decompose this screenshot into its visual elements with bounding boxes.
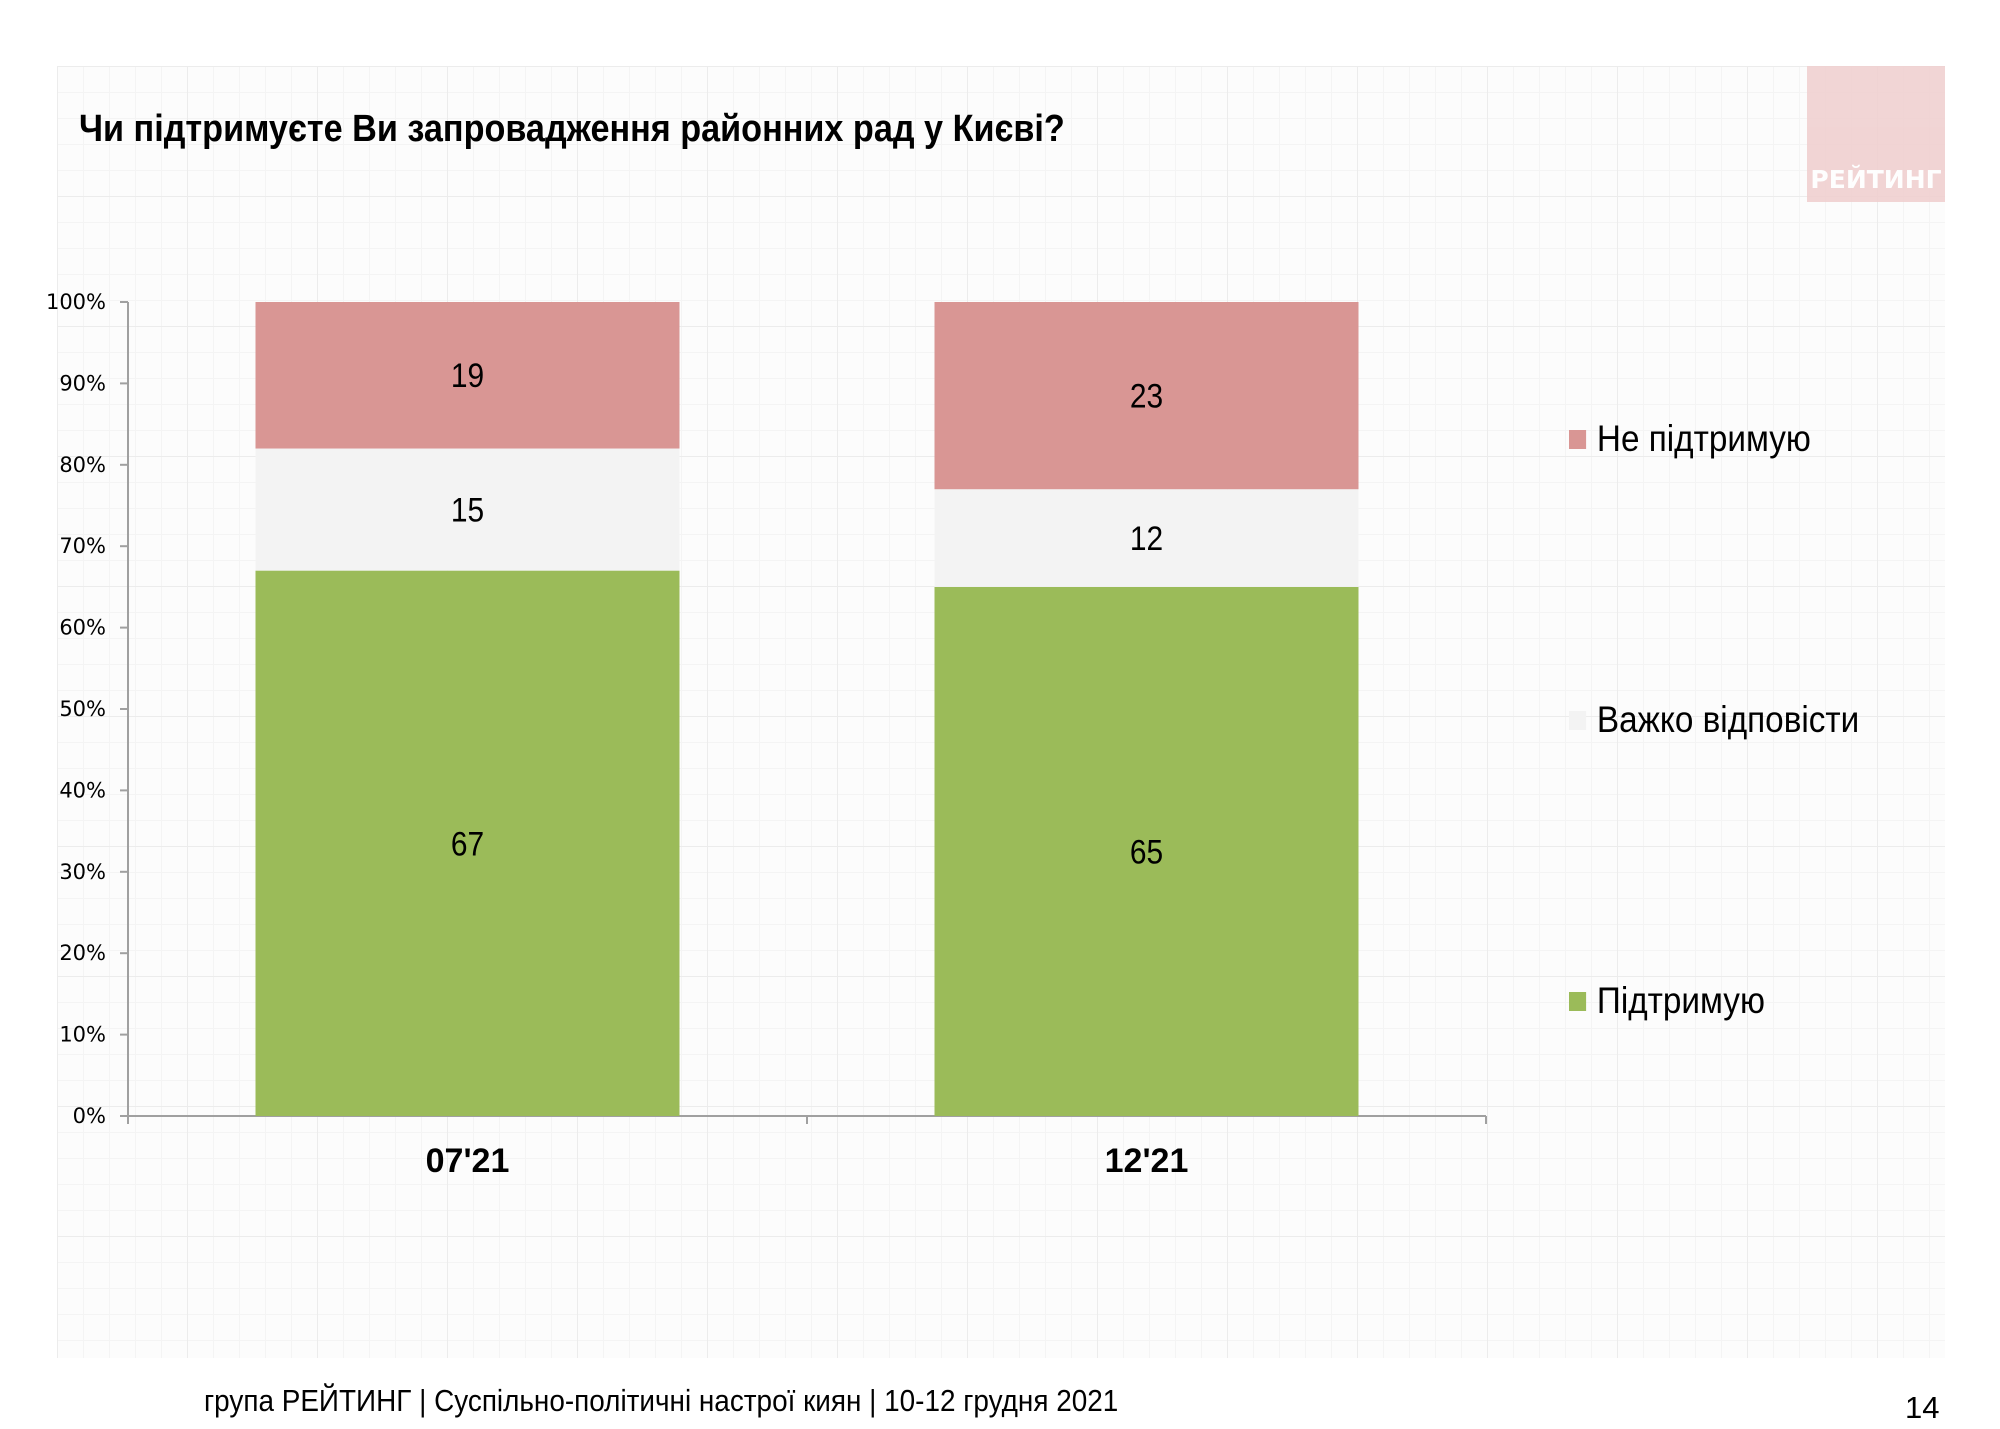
y-tick-label: 80% <box>59 453 106 477</box>
legend-label: Не підтримую <box>1596 418 1811 459</box>
y-tick-label: 50% <box>59 697 106 721</box>
legend-swatch <box>1569 991 1587 1011</box>
y-tick-label: 40% <box>59 778 106 802</box>
y-tick-label: 90% <box>59 371 106 395</box>
x-tick-label: 07'21 <box>426 1142 510 1180</box>
legend-label: Підтримую <box>1596 980 1765 1021</box>
legend-swatch <box>1569 429 1587 449</box>
data-label: 12 <box>1130 519 1163 557</box>
bar-segment <box>255 570 680 1116</box>
legend-item: Підтримую <box>1569 980 1765 1022</box>
data-label: 19 <box>451 356 484 394</box>
y-tick-label: 70% <box>59 534 106 558</box>
y-tick-label: 60% <box>59 616 106 640</box>
data-label: 15 <box>451 491 484 529</box>
data-label: 23 <box>1130 377 1163 415</box>
rating-logo: РЕЙТИНГ <box>1807 66 1945 202</box>
bar-segment <box>255 448 680 571</box>
footer: група РЕЙТИНГ | Суспільно-політичні наст… <box>204 1383 1119 1418</box>
y-tick-label: 10% <box>59 1023 106 1047</box>
legend-swatch <box>1569 710 1587 730</box>
bar-segment <box>934 586 1359 1116</box>
data-label: 67 <box>451 825 484 863</box>
bar-segment <box>934 302 1359 490</box>
logo-text: РЕЙТИНГ <box>1810 165 1942 194</box>
chart-title: Чи підтримуєте Ви запровадження районних… <box>79 108 1065 150</box>
page-number: 14 <box>1905 1390 1940 1425</box>
bar-segment <box>255 302 680 449</box>
legend-item: Не підтримую <box>1569 418 1811 460</box>
y-tick-label: 100% <box>46 290 106 314</box>
x-tick-label: 12'21 <box>1105 1142 1189 1180</box>
y-tick-label: 30% <box>59 860 106 884</box>
legend-label: Важко відповісти <box>1596 699 1860 740</box>
bar-segment <box>934 489 1359 587</box>
data-label: 65 <box>1130 833 1163 871</box>
legend-item: Важко відповісти <box>1569 699 1859 741</box>
y-tick-label: 20% <box>59 941 106 965</box>
y-tick-label: 0% <box>73 1104 106 1128</box>
